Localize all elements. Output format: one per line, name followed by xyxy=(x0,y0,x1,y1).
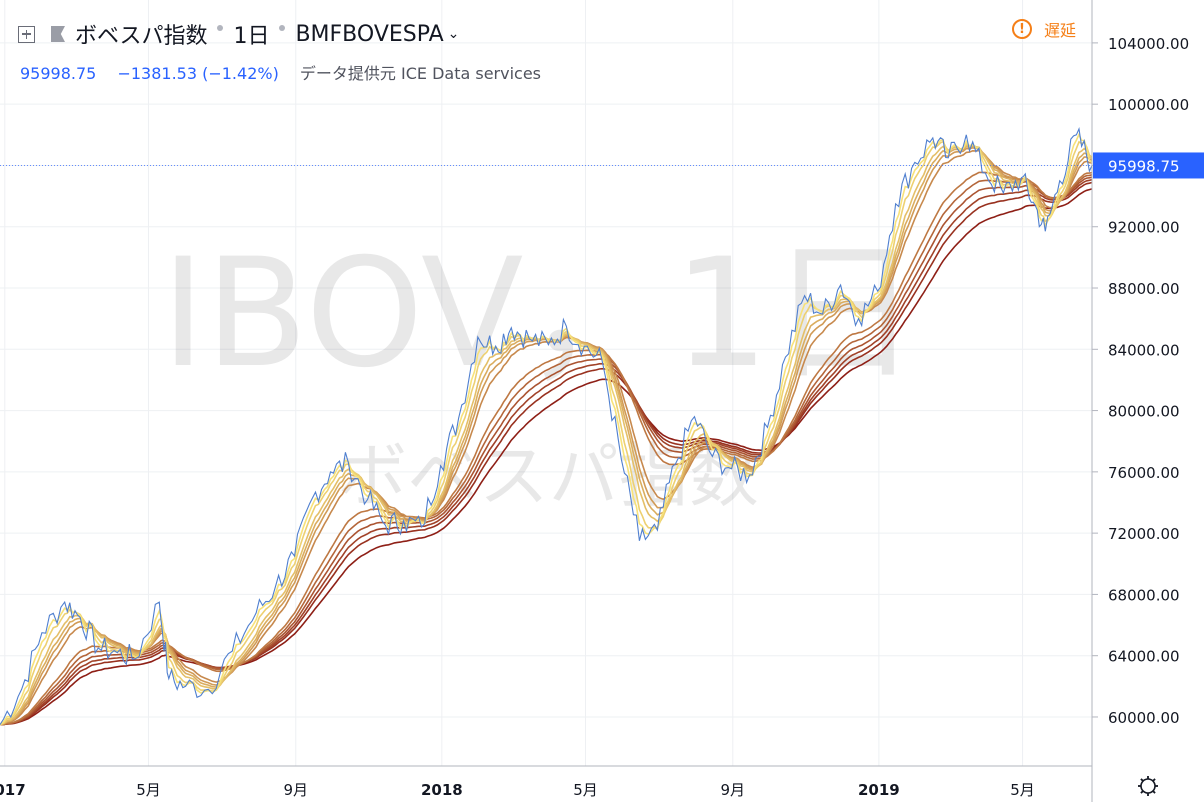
gear-icon-tooth xyxy=(1152,790,1156,794)
watermark: IBOV，1日 ボベスパ指数 xyxy=(161,227,919,517)
gear-icon-tooth xyxy=(1140,790,1144,794)
price-tick-label: 92000.00 xyxy=(1108,219,1180,237)
plus-square-icon[interactable] xyxy=(18,25,35,43)
time-tick-label: 5月 xyxy=(1010,781,1035,799)
price-tick-label: 88000.00 xyxy=(1108,280,1180,298)
gear-icon-tooth xyxy=(1140,778,1144,782)
chevron-down-icon[interactable]: ⌄ xyxy=(447,26,460,42)
price-tick-label: 104000.00 xyxy=(1108,35,1189,53)
price-tick-label: 100000.00 xyxy=(1108,96,1189,114)
price-tick-label: 72000.00 xyxy=(1108,525,1180,543)
watermark-name: ボベスパ指数 xyxy=(337,435,758,517)
price-line xyxy=(0,126,1093,725)
time-tick-label: 9月 xyxy=(283,781,308,799)
price-tick-label: 80000.00 xyxy=(1108,403,1180,421)
price-axis[interactable]: 60000.00 64000.00 68000.00 72000.00 76000.00… xyxy=(1091,0,1204,802)
price-tick-label: 68000.00 xyxy=(1108,586,1180,604)
separator-dot xyxy=(217,25,224,31)
ema-line-30 xyxy=(0,171,1093,726)
price-series xyxy=(0,126,1093,725)
time-tick-label: 5月 xyxy=(136,781,161,799)
ema-line-3 xyxy=(0,132,1093,726)
ema-line-15 xyxy=(0,149,1093,726)
gear-icon[interactable] xyxy=(1138,776,1158,796)
gear-icon-tooth xyxy=(1152,778,1156,782)
delay-indicator[interactable]: ! 遅延 xyxy=(1012,17,1076,41)
price-tick-label: 60000.00 xyxy=(1108,709,1180,727)
ema-line-5 xyxy=(0,140,1093,726)
separator-dot xyxy=(279,25,286,31)
flag-icon[interactable] xyxy=(51,26,65,42)
delay-label: 遅延 xyxy=(1044,21,1077,40)
price-tick-label: 84000.00 xyxy=(1108,341,1180,359)
ema-line-50 xyxy=(0,181,1093,726)
interval-label[interactable]: 1日 xyxy=(233,24,270,49)
price-tick-label: 64000.00 xyxy=(1108,648,1180,666)
time-tick-label: 9月 xyxy=(721,781,746,799)
time-tick-label: 2018 xyxy=(421,781,463,799)
time-tick-label: 2017 xyxy=(0,781,26,799)
price-tick-label: 76000.00 xyxy=(1108,464,1180,482)
symbol-row: ボベスパ指数 1日 BMFBOVESPA ⌄ xyxy=(18,18,459,50)
exclamation-circle-icon: ! xyxy=(1012,19,1032,39)
time-tick-label: 5月 xyxy=(573,781,598,799)
ema-line-60 xyxy=(0,188,1093,726)
ema-line-10 xyxy=(0,145,1093,726)
ema-line-8 xyxy=(0,144,1093,726)
gear-icon-ring xyxy=(1140,778,1156,794)
time-axis[interactable]: 2017 5月 9月 2018 5月 9月 2019 5月 xyxy=(0,765,1158,799)
last-price-label: 95998.75 xyxy=(1108,157,1180,175)
symbol-title[interactable]: ボベスパ指数 xyxy=(75,24,208,49)
moving-average-ribbon xyxy=(0,132,1093,726)
exchange-label[interactable]: BMFBOVESPA xyxy=(295,21,444,47)
time-tick-label: 2019 xyxy=(858,781,900,799)
last-price-tag xyxy=(1093,152,1204,179)
